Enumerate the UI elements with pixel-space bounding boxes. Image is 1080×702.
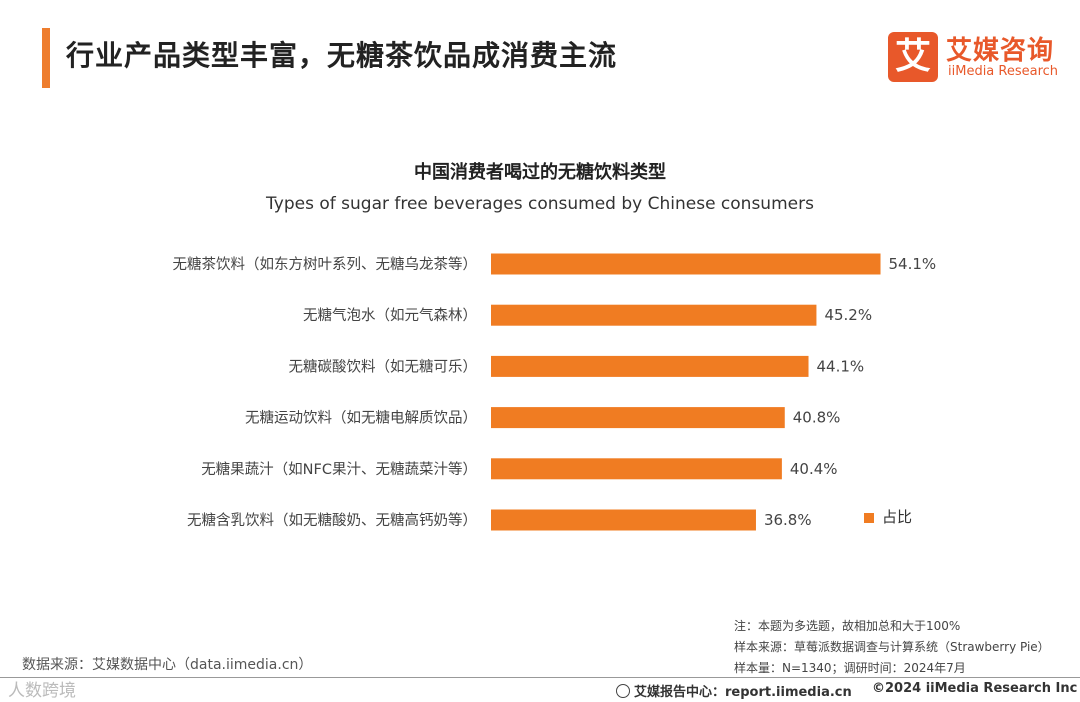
title-accent-bar (42, 28, 50, 88)
chart-subtitle: Types of sugar free beverages consumed b… (266, 194, 814, 214)
note-multiple-choice: 注：本题为多选题，故相加总和大于100% (734, 619, 961, 633)
bar (491, 304, 817, 326)
bar (491, 458, 782, 480)
category-label: 无糖茶饮料（如东方树叶系列、无糖乌龙茶等） (173, 255, 478, 273)
report-center-text: 艾媒报告中心：report.iimedia.cn (634, 685, 852, 700)
footer-copyright: ©2024 iiMedia Research Inc (872, 681, 1078, 696)
iimedia-logo: 艾 艾媒咨询 iiMedia Research (888, 30, 1063, 84)
category-label: 无糖运动饮料（如无糖电解质饮品） (245, 410, 477, 427)
logo-cn-text: 艾媒咨询 (946, 36, 1055, 66)
bar (491, 509, 756, 531)
note-sample-size: 样本量：N=1340；调研时间：2024年7月 (734, 661, 966, 675)
bar (491, 355, 809, 377)
data-label: 36.8% (764, 511, 812, 529)
data-label: 45.2% (824, 306, 872, 324)
category-label: 无糖果蔬汁（如NFC果汁、无糖蔬菜汁等） (201, 460, 477, 478)
data-label: 44.1% (817, 357, 865, 375)
logo-en-text: iiMedia Research (948, 64, 1059, 79)
category-label: 无糖碳酸饮料（如无糖可乐） (289, 358, 478, 375)
bar (491, 407, 785, 429)
footer-divider (0, 677, 1080, 678)
legend-swatch (864, 512, 874, 523)
footer-report-center: 艾媒报告中心：report.iimedia.cn (616, 681, 852, 700)
chart-title: 中国消费者喝过的无糖饮料类型 (414, 162, 666, 183)
category-label: 无糖含乳饮料（如无糖酸奶、无糖高钙奶等） (187, 511, 477, 529)
watermark: 人数跨境 (8, 681, 76, 701)
data-label: 40.4% (790, 460, 838, 478)
page-title: 行业产品类型丰富，无糖茶饮品成消费主流 (66, 39, 618, 72)
legend-label: 占比 (882, 508, 913, 526)
data-source: 数据来源：艾媒数据中心（data.iimedia.cn） (22, 657, 313, 673)
data-label: 40.8% (793, 409, 841, 427)
chart-notes: 注：本题为多选题，故相加总和大于100% 样本来源：草莓派数据调查与计算系统（S… (734, 616, 1064, 679)
category-label: 无糖气泡水（如元气森林） (303, 307, 477, 324)
globe-icon (616, 684, 630, 698)
bar (491, 253, 881, 275)
data-label: 54.1% (889, 255, 937, 273)
chart-legend: 占比 (864, 506, 912, 527)
note-sample-source: 样本来源：草莓派数据调查与计算系统（Strawberry Pie） (734, 640, 1050, 654)
logo-mark-icon: 艾 (888, 32, 938, 82)
